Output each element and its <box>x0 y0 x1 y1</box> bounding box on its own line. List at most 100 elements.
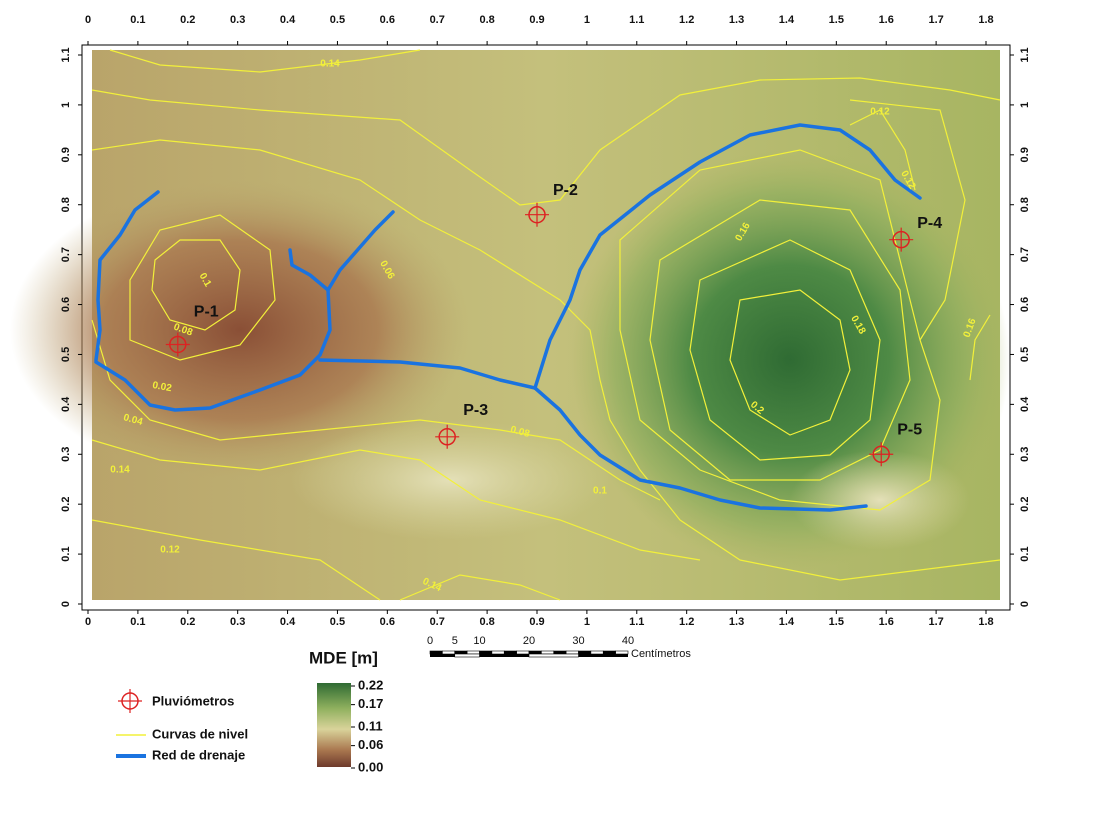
y-tick-label: 0.7 <box>60 247 72 262</box>
station-cross <box>525 202 549 227</box>
x-tick-label: 1.3 <box>729 616 744 628</box>
colorbar-label: 0.17 <box>358 696 383 711</box>
x-tick-label: 0.1 <box>130 616 145 628</box>
scalebar-segment <box>516 650 530 655</box>
y-tick-label: 1 <box>1019 102 1031 108</box>
scalebar-segment <box>491 650 505 655</box>
x-tick-label: 0.1 <box>130 14 145 26</box>
colorbar-label: 0.00 <box>358 759 383 774</box>
scalebar-segment <box>429 650 443 655</box>
x-tick-label: 1 <box>584 616 590 628</box>
y-tick-label: 0.4 <box>1019 396 1031 412</box>
legend-station-icon <box>118 689 142 713</box>
dem-light <box>790 450 970 550</box>
scalebar-segment <box>615 650 629 655</box>
contour-label: 0.1 <box>593 486 607 497</box>
x-tick-label: 0 <box>85 14 91 26</box>
x-tick-label: 1.7 <box>928 616 943 628</box>
station-cross <box>165 332 190 357</box>
x-tick-label: 0.2 <box>180 14 195 26</box>
x-tick-label: 1.6 <box>879 14 894 26</box>
x-tick-label: 1.3 <box>729 14 744 26</box>
x-tick-label: 0.8 <box>479 14 494 26</box>
x-tick-label: 0.4 <box>280 616 296 628</box>
x-tick-label: 1 <box>584 14 590 26</box>
x-tick-label: 1.7 <box>928 14 943 26</box>
x-tick-label: 0.7 <box>430 616 445 628</box>
contour-label: 0.14 <box>110 465 130 476</box>
y-tick-label: 0.2 <box>1019 497 1031 512</box>
x-tick-label: 1.2 <box>679 14 694 26</box>
y-tick-label: 0 <box>60 601 72 607</box>
scalebar-unit: Centímetros <box>631 648 691 660</box>
y-tick-label: 0.7 <box>1019 247 1031 262</box>
station-label: P-4 <box>917 215 942 232</box>
scalebar-segment <box>565 650 579 655</box>
y-tick-label: 1.1 <box>60 47 72 62</box>
contour-label: 0.12 <box>870 107 890 118</box>
legend: Pluviómetros Curvas de nivel Red de dren… <box>116 689 248 762</box>
y-tick-label: 0.5 <box>60 347 72 362</box>
y-tick-label: 0.9 <box>1019 147 1031 162</box>
station-cross <box>869 442 894 467</box>
scalebar-segment <box>528 653 579 658</box>
y-tick-label: 0.5 <box>1019 347 1031 362</box>
scalebar-label: 20 <box>523 635 535 647</box>
y-tick-label: 0 <box>1019 601 1031 607</box>
y-tick-label: 1 <box>60 102 72 108</box>
y-tick-label: 0.3 <box>1019 447 1031 462</box>
x-tick-label: 0.8 <box>479 616 494 628</box>
x-tick-label: 1.8 <box>978 616 993 628</box>
legend-label: Curvas de nivel <box>152 726 248 741</box>
contour-label: 0.04 <box>122 412 144 428</box>
scalebar-label: 5 <box>452 635 458 647</box>
x-tick-label: 1.1 <box>629 616 644 628</box>
x-tick-label: 1.1 <box>629 14 644 26</box>
station-label: P-1 <box>194 304 219 321</box>
x-tick-label: 0.7 <box>430 14 445 26</box>
station-cross <box>435 424 460 449</box>
x-tick-label: 1.5 <box>829 616 844 628</box>
contour-label: 0.02 <box>151 380 173 394</box>
y-tick-label: 0.8 <box>1019 197 1031 212</box>
colorbar-label: 0.06 <box>358 737 383 752</box>
scalebar-segment <box>466 650 480 655</box>
scalebar-label: 10 <box>473 635 485 647</box>
y-tick-label: 0.2 <box>60 497 72 512</box>
scalebar-segment <box>454 650 468 655</box>
x-tick-label: 1.6 <box>879 616 894 628</box>
scalebar-segment <box>503 650 517 655</box>
station-cross <box>889 227 914 252</box>
y-tick-label: 0.8 <box>60 197 72 212</box>
colorbar-title: MDE [m] <box>309 648 378 667</box>
x-tick-label: 0.4 <box>280 14 296 26</box>
y-tick-label: 0.3 <box>60 447 72 462</box>
colorbar-label: 0.11 <box>358 718 383 733</box>
scalebar-segment <box>528 650 542 655</box>
contour-label: 0.08 <box>509 424 531 440</box>
x-tick-label: 1.4 <box>779 616 795 628</box>
scalebar-segment <box>590 650 604 655</box>
x-tick-label: 0.9 <box>529 14 544 26</box>
scalebar-segment <box>602 650 616 655</box>
x-tick-label: 0 <box>85 616 91 628</box>
station-label: P-2 <box>553 182 578 199</box>
scalebar-segment <box>479 650 493 655</box>
x-tick-label: 0.2 <box>180 616 195 628</box>
contour-label: 0.14 <box>320 59 340 70</box>
y-tick-label: 0.6 <box>60 297 72 312</box>
x-tick-label: 0.9 <box>529 616 544 628</box>
x-tick-label: 1.8 <box>978 14 993 26</box>
scalebar-segment <box>454 653 480 658</box>
scalebar-segment <box>442 650 456 655</box>
colorbar <box>317 683 351 767</box>
contour-label: 0.12 <box>160 545 180 556</box>
x-tick-label: 0.6 <box>380 616 395 628</box>
scalebar-segment <box>541 650 555 655</box>
contours <box>91 49 1001 601</box>
x-tick-label: 0.5 <box>330 616 345 628</box>
station-label: P-5 <box>897 421 922 438</box>
y-tick-label: 0.9 <box>60 147 72 162</box>
